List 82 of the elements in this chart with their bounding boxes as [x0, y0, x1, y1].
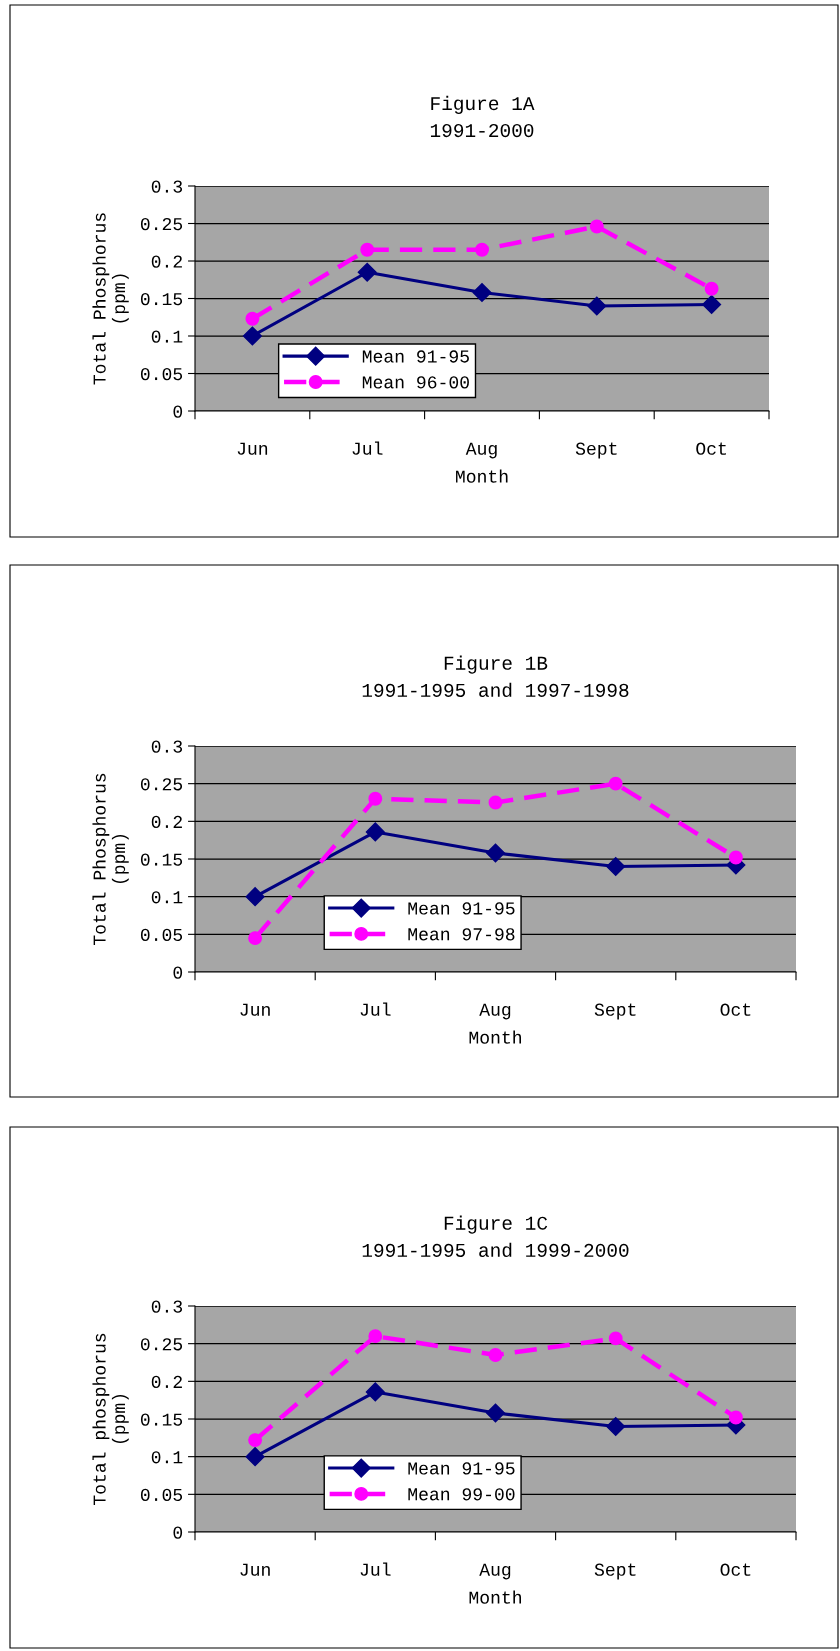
- x-axis-title: Month: [469, 1030, 521, 1044]
- point: [488, 1348, 503, 1362]
- x-tick-label: Aug: [479, 1563, 511, 1580]
- x-tick-label: Sept: [594, 1003, 636, 1020]
- point: [475, 242, 489, 257]
- y-tick-label: 0.25: [140, 778, 183, 791]
- x-tick-label: Oct: [720, 1563, 751, 1576]
- x-tick-label: Oct: [720, 1003, 751, 1016]
- chart-subtitle: 1991-1995 and 1999-2000: [362, 1242, 629, 1258]
- y-tick-label: 0.15: [140, 1413, 183, 1426]
- point: [728, 1410, 743, 1425]
- chart-subtitle: 1991-2000: [430, 123, 534, 138]
- y-tick-label: 0.2: [151, 255, 182, 268]
- y-tick-label: 0: [173, 1526, 183, 1539]
- chart-title: Figure 1A: [431, 95, 535, 114]
- x-axis-title: Month: [469, 1590, 521, 1604]
- legend-label: Mean 91-95: [362, 350, 469, 363]
- x-tick-label: Jul: [352, 441, 383, 455]
- point: [485, 1403, 506, 1423]
- chart-title: Figure 1C: [444, 1215, 548, 1234]
- x-tick-label: Sept: [594, 1563, 636, 1580]
- legend-label: Mean 96-00: [362, 376, 469, 389]
- y-tick-label: 0.1: [151, 330, 183, 343]
- point: [368, 791, 383, 806]
- legend-label: Mean 99-00: [408, 1488, 515, 1501]
- y-tick-label: 0.15: [140, 853, 183, 866]
- chart-subtitle: 1991-1995 and 1997-1998: [362, 682, 629, 698]
- y-axis-title: Total Phosphorus (ppm): [92, 213, 129, 385]
- x-tick-label: Jun: [240, 1003, 270, 1016]
- y-tick-label: 0.25: [140, 1338, 183, 1351]
- point: [248, 1433, 263, 1448]
- point: [488, 795, 503, 810]
- y-axis-title: Total Phosphorus (ppm): [92, 773, 129, 946]
- x-tick-label: Aug: [465, 442, 497, 459]
- point: [608, 1331, 623, 1346]
- x-tick-label: Aug: [479, 1003, 511, 1020]
- point: [368, 1329, 383, 1344]
- point: [472, 282, 492, 303]
- chart-title: Figure 1B: [444, 655, 548, 674]
- point: [606, 856, 626, 877]
- x-tick-label: Oct: [696, 442, 726, 455]
- point: [485, 843, 506, 863]
- y-tick-label: 0.25: [140, 217, 183, 231]
- point: [357, 262, 377, 282]
- y-tick-label: 0: [173, 405, 183, 418]
- x-tick-label: Jun: [240, 1563, 270, 1576]
- legend-label: Mean 97-98: [408, 928, 515, 941]
- y-tick-label: 0.15: [140, 292, 183, 306]
- y-tick-label: 0.3: [151, 740, 183, 753]
- point: [365, 1382, 385, 1402]
- legend-label: Mean 91-95: [408, 1462, 515, 1475]
- y-tick-label: 0.3: [151, 180, 183, 193]
- y-tick-label: 0.05: [140, 928, 183, 942]
- y-tick-label: 0.05: [140, 1488, 183, 1502]
- x-tick-label: Sept: [575, 442, 617, 459]
- x-axis-title: Month: [456, 469, 508, 483]
- point: [360, 242, 375, 257]
- y-tick-label: 0.3: [151, 1300, 183, 1313]
- x-tick-label: Jun: [237, 442, 268, 455]
- point: [608, 776, 623, 791]
- y-tick-label: 0: [173, 966, 183, 979]
- point: [365, 822, 385, 842]
- y-tick-label: 0.2: [151, 815, 182, 829]
- point: [728, 850, 743, 865]
- y-tick-label: 0.1: [151, 891, 183, 904]
- y-tick-label: 0.2: [151, 1375, 182, 1389]
- legend-label: Mean 91-95: [408, 902, 515, 915]
- point: [242, 326, 262, 346]
- point: [606, 1416, 626, 1437]
- point: [245, 887, 265, 907]
- x-tick-label: Jul: [360, 1002, 391, 1016]
- y-axis-title: Total phosphorus (ppm): [92, 1333, 129, 1506]
- point: [245, 311, 260, 326]
- point: [245, 1447, 265, 1467]
- point: [704, 281, 719, 296]
- point: [248, 931, 263, 946]
- y-tick-label: 0.05: [140, 367, 183, 381]
- y-tick-label: 0.1: [151, 1451, 183, 1464]
- point: [589, 219, 604, 234]
- x-tick-label: Jul: [360, 1562, 391, 1576]
- point: [587, 296, 607, 316]
- point: [702, 294, 722, 315]
